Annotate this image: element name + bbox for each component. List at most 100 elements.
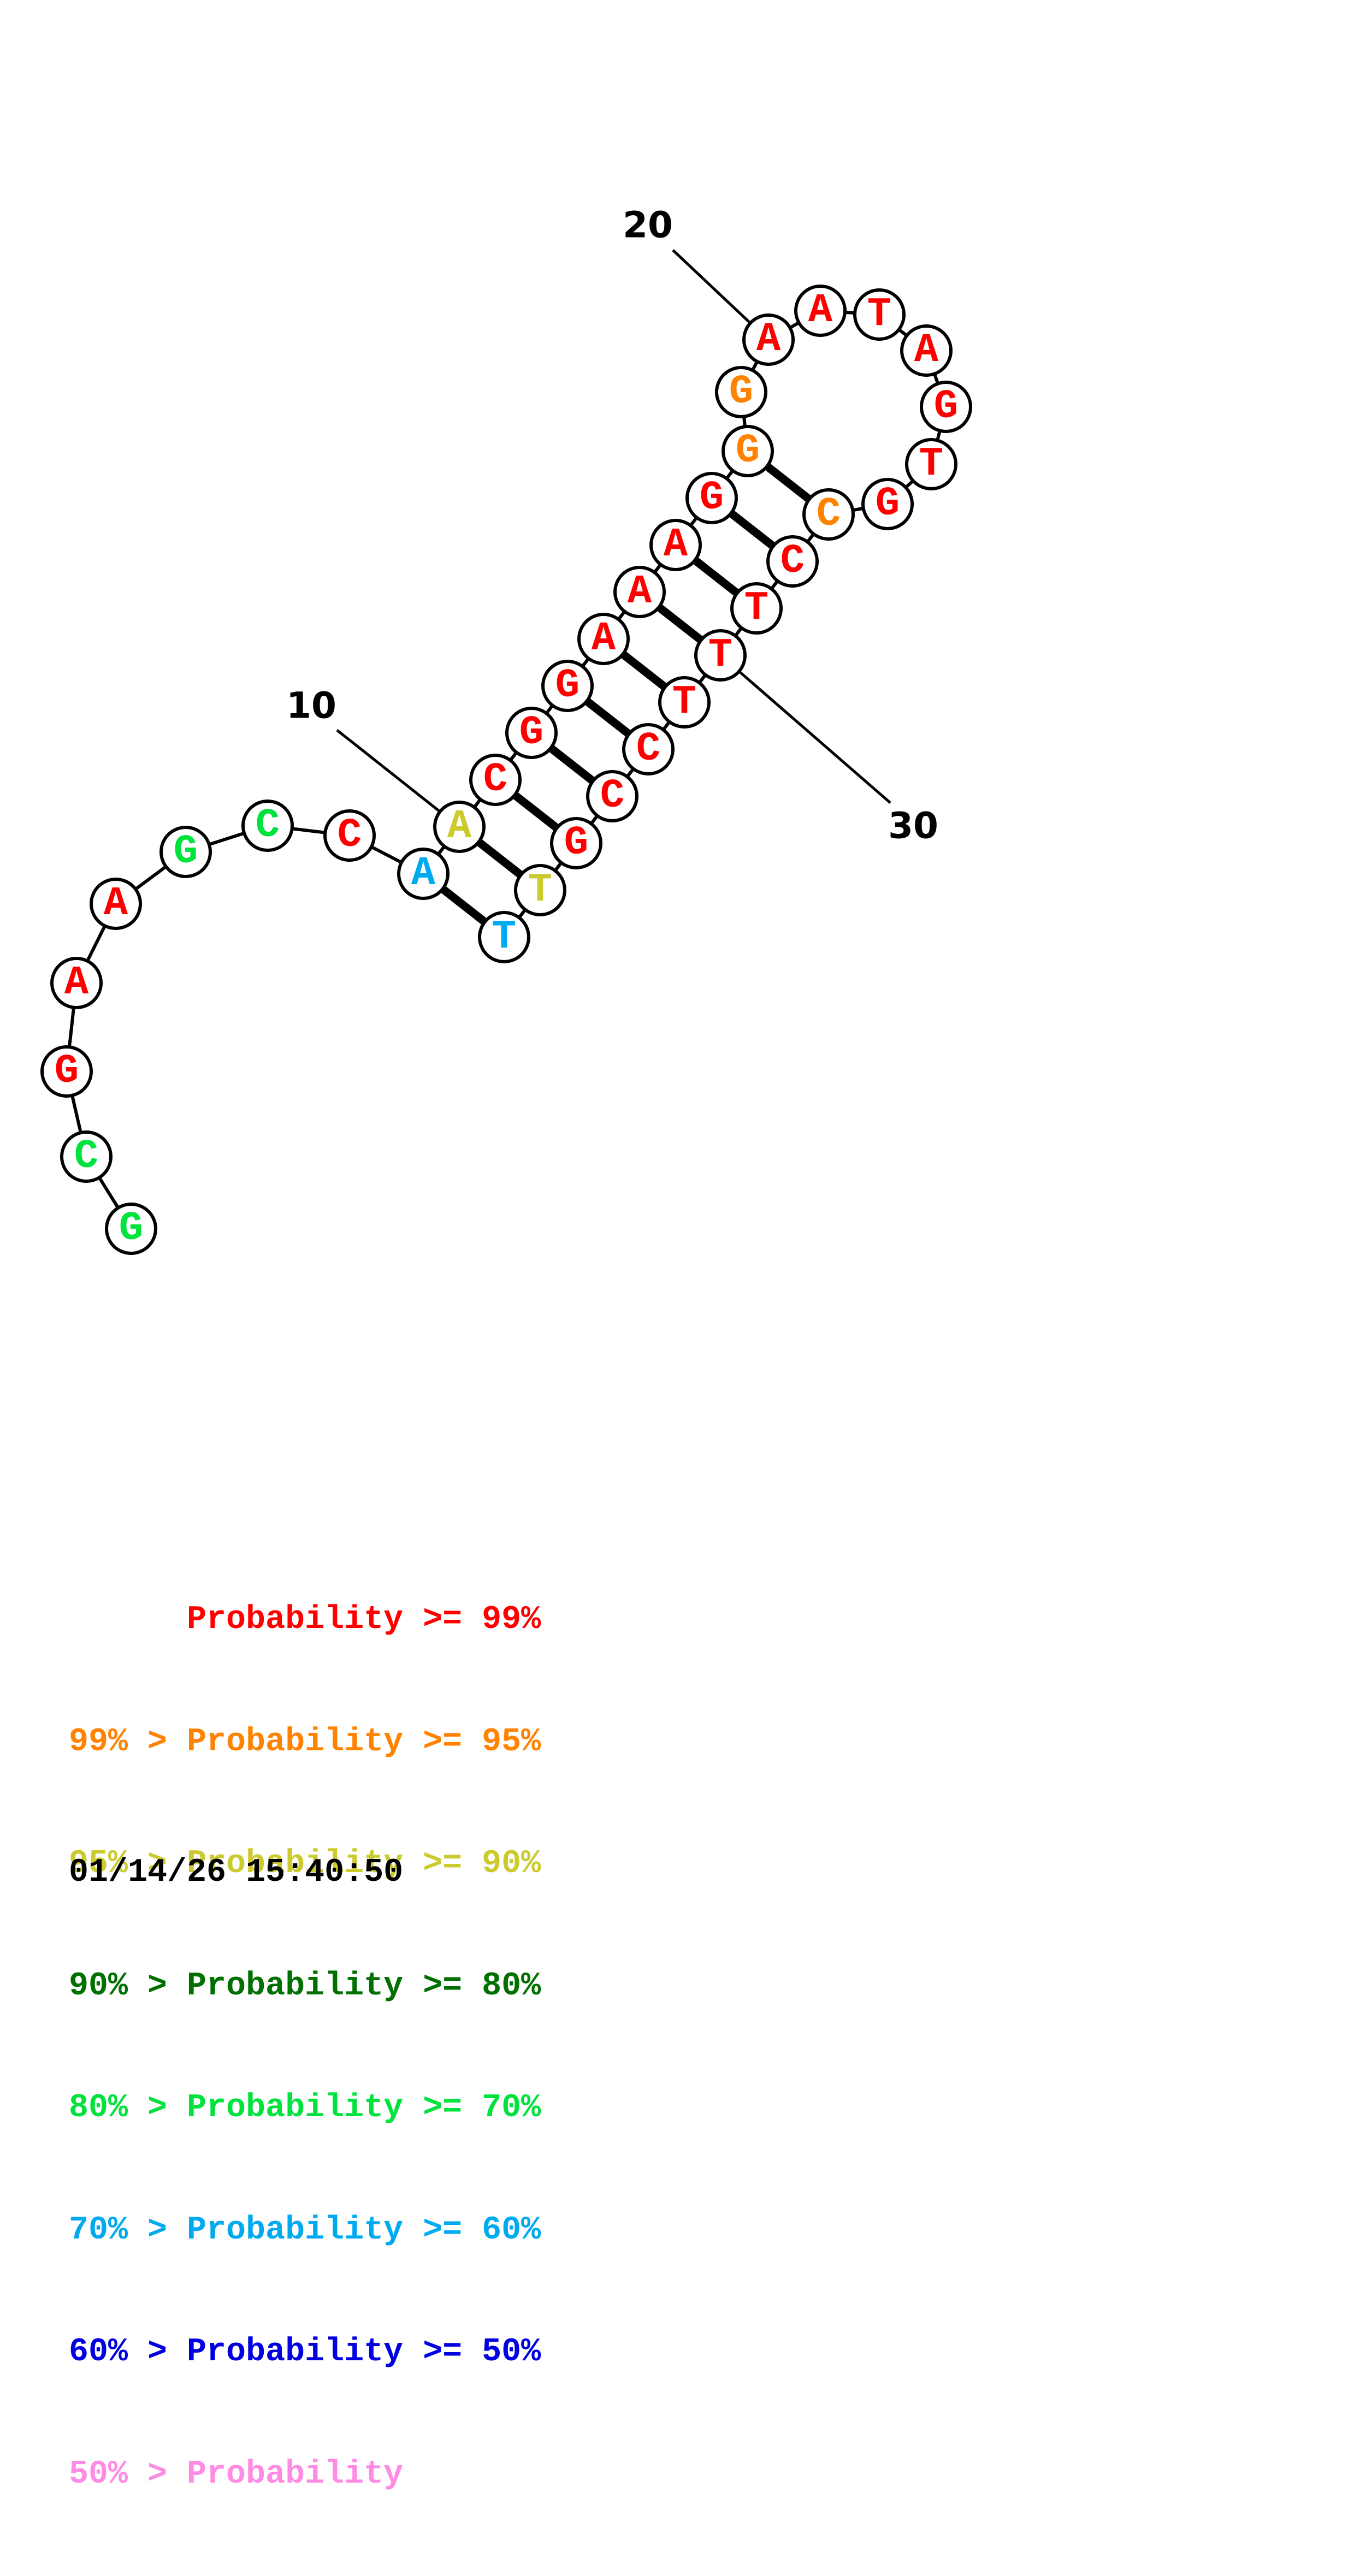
base-G18: G [722, 425, 774, 477]
base-circle-26 [861, 478, 914, 530]
base-letter-3: G [55, 1049, 79, 1094]
base-letter-22: T [867, 292, 891, 337]
base-circle-22 [853, 288, 906, 341]
base-circle-10 [433, 801, 486, 853]
base-C2: C [60, 1130, 113, 1183]
base-letter-14: A [592, 616, 616, 662]
base-C27: C [802, 488, 855, 541]
base-circle-23 [900, 324, 953, 377]
base-C28: C [766, 535, 819, 588]
base-letter-6: G [174, 829, 198, 875]
base-circle-36 [478, 911, 530, 963]
base-letter-1: G [119, 1206, 143, 1252]
timestamp: 01/14/26 15:40:50 [69, 1854, 404, 1891]
probability-legend: Probability >= 99% 99% > Probability >= … [69, 1518, 541, 2576]
base-G13: G [541, 660, 594, 712]
base-letter-4: A [64, 960, 89, 1006]
base-circle-13 [541, 660, 594, 712]
legend-item-4: 80% > Probability >= 70% [69, 2089, 541, 2127]
base-letter-16: A [664, 522, 688, 568]
base-circle-8 [323, 809, 376, 862]
base-A4: A [50, 957, 103, 1009]
base-letter-31: T [672, 679, 696, 725]
base-circle-1 [105, 1203, 157, 1255]
base-G24: G [920, 381, 972, 433]
base-circle-19 [715, 366, 767, 418]
base-circle-5 [90, 878, 142, 930]
base-letter-21: A [808, 288, 833, 334]
base-letter-8: C [338, 813, 362, 858]
base-A15: A [613, 566, 666, 618]
base-circle-3 [40, 1045, 93, 1098]
base-circle-32 [622, 723, 675, 775]
base-letter-9: A [411, 851, 436, 897]
base-circle-18 [722, 425, 774, 477]
base-letter-29: T [744, 585, 768, 631]
base-G1: G [105, 1203, 157, 1255]
legend-item-0: Probability >= 99% [69, 1601, 541, 1638]
base-circle-7 [241, 800, 294, 852]
base-G6: G [159, 826, 212, 878]
position-label-30: 30 [888, 805, 938, 847]
base-A20: A [742, 313, 795, 366]
base-circle-20 [742, 313, 795, 366]
base-T31: T [658, 676, 711, 729]
base-circle-15 [613, 566, 666, 618]
base-letter-10: A [447, 804, 472, 850]
base-A16: A [649, 519, 702, 571]
base-A9: A [397, 848, 450, 900]
base-C32: C [622, 723, 675, 775]
base-G19: G [715, 366, 767, 418]
base-letter-28: C [781, 538, 805, 584]
base-T36: T [478, 911, 530, 963]
base-circle-29 [730, 582, 783, 635]
base-letter-20: A [756, 317, 781, 363]
base-letter-23: A [914, 328, 939, 374]
base-C11: C [469, 754, 522, 806]
base-A5: A [90, 878, 142, 930]
base-G3: G [40, 1045, 93, 1098]
base-T25: T [905, 438, 957, 490]
base-A21: A [794, 285, 847, 337]
base-letter-19: G [729, 369, 753, 415]
base-G17: G [685, 472, 738, 524]
base-letter-15: A [628, 569, 652, 615]
base-T30: T [694, 629, 747, 682]
base-letter-17: G [700, 475, 724, 521]
base-circle-25 [905, 438, 957, 490]
base-circle-21 [794, 285, 847, 337]
base-letter-18: G [736, 428, 760, 474]
base-letter-25: T [919, 441, 943, 487]
base-letter-32: C [636, 726, 660, 772]
position-label-10: 10 [286, 685, 336, 727]
pointer-line-30 [739, 671, 891, 804]
base-letter-36: T [492, 914, 516, 960]
base-T22: T [853, 288, 906, 341]
legend-item-3: 90% > Probability >= 80% [69, 1967, 541, 2005]
structure-page: G C G A A G C C A A C G G A A A G G G A A T A G T G C C T T T C C G T T 10 20… [40, 204, 972, 2493]
base-circle-9 [397, 848, 450, 900]
base-letter-11: C [483, 757, 507, 803]
base-G12: G [505, 707, 558, 759]
base-circle-2 [60, 1130, 113, 1183]
base-letter-24: G [934, 384, 958, 430]
base-circle-35 [514, 864, 566, 916]
base-letter-7: C [256, 803, 280, 849]
base-circle-27 [802, 488, 855, 541]
base-circle-28 [766, 535, 819, 588]
base-A14: A [577, 613, 630, 665]
base-circle-12 [505, 707, 558, 759]
base-circle-4 [50, 957, 103, 1009]
base-C8: C [323, 809, 376, 862]
base-circle-34 [550, 817, 602, 869]
base-letter-13: G [555, 663, 580, 709]
base-letter-35: T [528, 867, 552, 913]
base-letter-27: C [817, 491, 841, 537]
base-T29: T [730, 582, 783, 635]
base-letter-34: G [564, 820, 588, 866]
legend-item-5: 70% > Probability >= 60% [69, 2211, 541, 2249]
legend-item-6: 60% > Probability >= 50% [69, 2334, 541, 2371]
base-circle-33 [586, 770, 638, 822]
base-T35: T [514, 864, 566, 916]
